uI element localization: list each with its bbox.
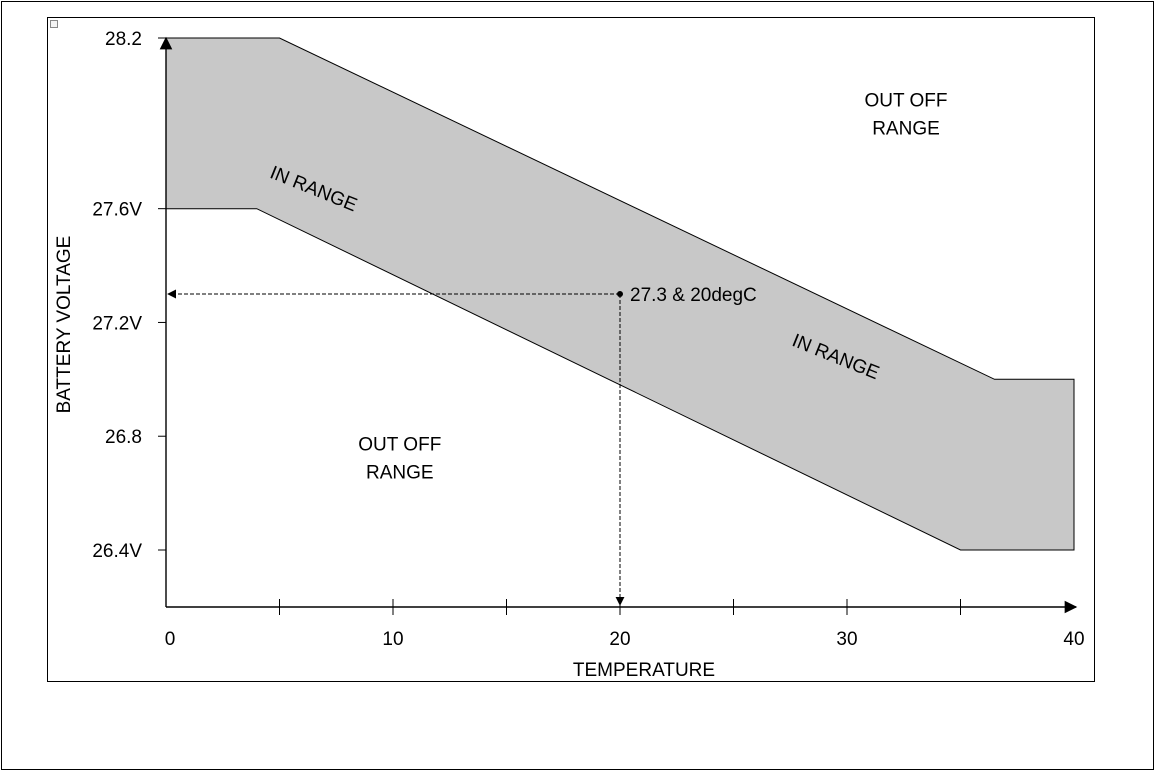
x-axis-title: TEMPERATURE [573, 660, 715, 681]
x-tick-label: 20 [609, 629, 630, 650]
marker-label: 27.3 & 20degC [630, 285, 757, 306]
y-tick-label: 26.4V [92, 541, 142, 562]
x-tick-label: 30 [836, 629, 857, 650]
x-tick-label: 40 [1063, 629, 1084, 650]
x-tick-label: 0 [165, 629, 176, 650]
marker-point [617, 291, 623, 297]
y-tick-label: 27.2V [92, 313, 142, 334]
out-of-range-label: OUT OFF [358, 434, 441, 455]
y-tick-label: 28.2 [105, 29, 142, 50]
y-tick-label: 27.6V [92, 200, 142, 221]
out-of-range-label: OUT OFF [864, 90, 947, 111]
out-of-range-label: RANGE [366, 462, 434, 483]
y-axis-title: BATTERY VOLTAGE [54, 236, 75, 414]
x-tick-label: 10 [382, 629, 403, 650]
broken-image-icon [50, 20, 58, 28]
out-of-range-label: RANGE [872, 118, 940, 139]
y-tick-label: 26.8 [105, 427, 142, 448]
